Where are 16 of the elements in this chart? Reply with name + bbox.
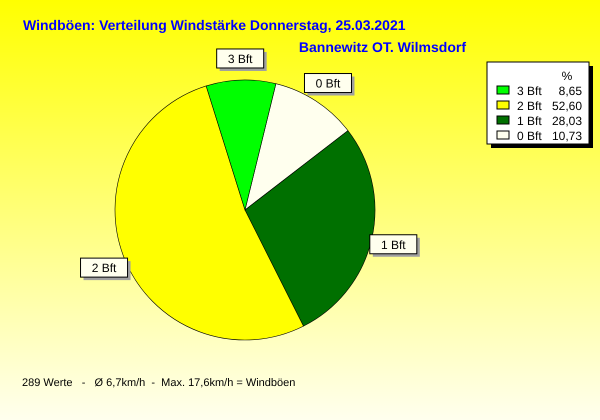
data-label: 8,65	[558, 84, 582, 98]
slice-label: 1 Bft	[380, 238, 406, 252]
slice-label: 3 Bft	[228, 52, 254, 66]
chart-subtitle: Bannewitz OT. Wilmsdorf	[298, 39, 466, 55]
legend-label: 0 Bft	[517, 129, 542, 143]
legend-label: 3 Bft	[517, 84, 542, 98]
legend-label: 1 Bft	[517, 114, 542, 128]
legend-title: %	[562, 69, 573, 83]
data-label: 10,73	[552, 129, 582, 143]
slice-label: 2 Bft	[92, 261, 118, 276]
text: 289 Werte - Ø 6,7km/h - Max. 17,6km/h = Windböen	[22, 377, 296, 389]
chart-title: Windböen: Verteilung Windstärke Donnerstag, 25.03.2021	[23, 17, 406, 33]
data-label: 52,60	[552, 99, 582, 113]
slice-label: 0 Bft	[316, 76, 341, 91]
legend-label: 2 Bft	[517, 99, 542, 113]
data-label: 28,03	[552, 114, 582, 128]
